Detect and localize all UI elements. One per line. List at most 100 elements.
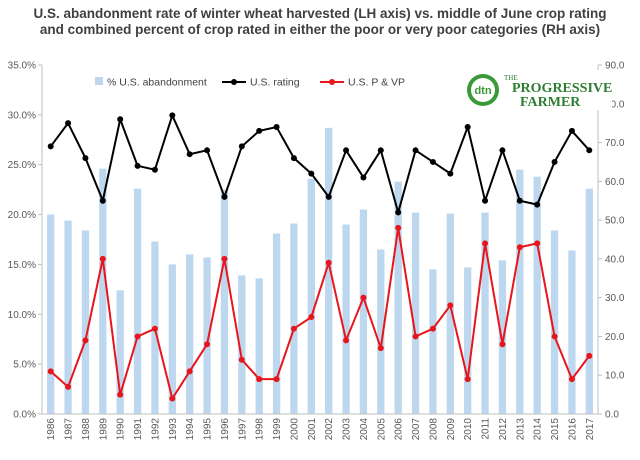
us-poor-very-poor-point <box>99 255 106 262</box>
x-tick-label: 2013 <box>515 418 526 441</box>
bar-abandonment <box>550 230 559 414</box>
us-poor-very-poor-point <box>82 337 89 344</box>
x-tick-label: 1993 <box>168 418 179 441</box>
logo-line2: PROGRESSIVE <box>512 81 612 96</box>
us-poor-very-poor-point <box>482 240 489 247</box>
us-poor-very-poor-point <box>551 333 558 340</box>
y-right-tick-label: 70.0 <box>605 138 625 149</box>
y-right-tick-label: 90.0 <box>605 61 625 72</box>
bar-abandonment <box>290 223 298 414</box>
us-poor-very-poor-point <box>343 337 350 344</box>
us-rating-point <box>256 127 263 134</box>
x-tick-label: 2014 <box>533 418 544 441</box>
us-rating-point <box>343 147 350 154</box>
us-poor-very-poor-point <box>395 224 402 231</box>
bar-abandonment <box>533 176 541 414</box>
bar-abandonment <box>377 249 385 414</box>
us-rating-point <box>534 201 541 208</box>
bar-abandonment <box>238 275 246 414</box>
x-tick-label: 2009 <box>446 418 457 441</box>
us-rating-point <box>429 158 436 165</box>
y-left-tick-label: 15.0% <box>8 260 36 271</box>
bar-abandonment <box>411 212 420 414</box>
x-tick-label: 1996 <box>220 418 231 441</box>
x-tick-label: 2004 <box>359 418 370 441</box>
bar-abandonment <box>186 254 194 414</box>
bar-abandonment <box>116 290 124 414</box>
us-rating-point <box>360 174 367 181</box>
x-tick-label: 1995 <box>203 418 214 441</box>
y-left-tick-label: 20.0% <box>8 210 36 221</box>
y-right-tick-label: 0.0 <box>605 410 619 421</box>
us-poor-very-poor-point <box>325 259 332 266</box>
legend-label-us-rating: U.S. rating <box>250 77 300 89</box>
bar-abandonment <box>272 233 281 414</box>
us-poor-very-poor-line <box>50 227 591 401</box>
us-rating-point <box>586 147 593 154</box>
y-right-tick-label: 80.0 <box>605 99 625 110</box>
us-poor-very-poor-point <box>464 376 471 383</box>
us-poor-very-poor-point <box>117 391 124 398</box>
us-poor-very-poor-point <box>65 383 72 390</box>
y-right-tick-label: 50.0 <box>605 216 625 227</box>
us-rating-point <box>204 147 211 154</box>
y-left-tick-label: 10.0% <box>8 310 36 321</box>
y-left-tick-label: 25.0% <box>8 160 36 171</box>
x-tick-label: 1990 <box>116 418 127 441</box>
x-tick-label: 2002 <box>324 418 335 441</box>
x-tick-label: 2006 <box>394 418 405 441</box>
chart-title: U.S. abandonment rate of winter wheat ha… <box>33 6 607 37</box>
us-poor-very-poor-point <box>429 325 436 332</box>
bar-abandonment <box>429 269 437 414</box>
legend-swatch-abandonment <box>95 77 103 85</box>
us-rating-point <box>273 124 280 131</box>
bar-abandonment <box>64 220 72 414</box>
us-rating-point <box>325 193 332 200</box>
us-poor-very-poor-point <box>221 255 228 262</box>
bar-abandonment <box>203 257 211 414</box>
us-rating-point <box>308 170 315 177</box>
x-tick-label: 2010 <box>463 418 474 441</box>
y-left-tick-label: 5.0% <box>13 360 36 371</box>
y-left-tick-label: 30.0% <box>8 110 36 121</box>
dtn-progressive-farmer-logo: dtn THE PROGRESSIVE FARMER <box>462 70 612 110</box>
us-rating-point <box>377 147 384 154</box>
x-tick-label: 1994 <box>185 418 196 441</box>
bar-abandonment <box>568 250 576 414</box>
y-right-tick-label: 20.0 <box>605 332 625 343</box>
us-rating-point <box>47 143 54 150</box>
us-rating-point <box>221 193 228 200</box>
us-rating-point <box>290 155 297 162</box>
x-tick-label: 1989 <box>98 418 109 441</box>
x-tick-label: 2011 <box>481 418 492 440</box>
us-poor-very-poor-point <box>360 294 367 301</box>
bar-abandonment <box>516 169 524 414</box>
bar-abandonment <box>446 213 454 414</box>
us-rating-point <box>482 197 489 204</box>
us-poor-very-poor-point <box>256 376 263 383</box>
y-right-tick-label: 40.0 <box>605 254 625 265</box>
x-tick-label: 1992 <box>150 418 161 441</box>
x-tick-label: 1988 <box>81 418 92 441</box>
x-tick-label: 1999 <box>272 418 283 441</box>
y-right-tick-label: 10.0 <box>605 371 625 382</box>
us-rating-line <box>49 112 591 217</box>
us-rating-point <box>551 158 558 165</box>
bar-abandonment <box>255 278 263 414</box>
us-rating-point <box>464 124 471 131</box>
x-tick-label: 2016 <box>567 418 578 441</box>
x-tick-label: 1998 <box>255 418 266 441</box>
bar-abandonment <box>394 181 402 414</box>
us-rating-point <box>395 209 402 216</box>
x-tick-label: 2007 <box>411 418 422 441</box>
bar-abandonment <box>220 189 229 414</box>
bar-abandonment <box>47 214 55 414</box>
us-poor-very-poor-point <box>134 333 141 340</box>
y-right-tick-label: 60.0 <box>605 177 625 188</box>
y-left-tick-label: 0.0% <box>13 410 36 421</box>
x-tick-label: 2001 <box>307 418 318 441</box>
x-tick-label: 2017 <box>585 418 596 441</box>
us-rating-point <box>238 143 245 150</box>
us-poor-very-poor-point <box>412 333 419 340</box>
